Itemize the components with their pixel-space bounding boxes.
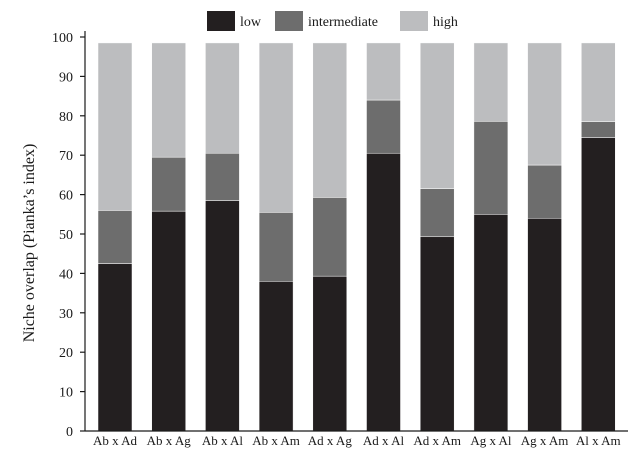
bar-segment-high bbox=[97, 42, 133, 211]
x-tick-label: Ad x Ag bbox=[308, 433, 353, 448]
y-tick-label: 100 bbox=[52, 31, 73, 46]
bars-group bbox=[97, 42, 616, 432]
bar-segment-low bbox=[581, 137, 616, 432]
y-tick-label: 40 bbox=[59, 267, 73, 282]
bar-segment-intermediate bbox=[527, 164, 562, 219]
bar-segment-low bbox=[97, 263, 133, 432]
x-tick-label: Al x Am bbox=[576, 433, 621, 448]
bar-segment-intermediate bbox=[366, 99, 401, 154]
legend-label: high bbox=[433, 15, 458, 30]
bar-segment-low bbox=[258, 281, 294, 432]
y-tick-label: 50 bbox=[59, 228, 73, 243]
legend-label: intermediate bbox=[308, 15, 378, 30]
x-tick-label: Ad x Am bbox=[413, 433, 461, 448]
bar-segment-high bbox=[527, 42, 562, 166]
bar-segment-low bbox=[312, 275, 348, 432]
x-tick-label: Ag x Al bbox=[470, 433, 512, 448]
x-tick-label: Ad x Al bbox=[363, 433, 405, 448]
bar-segment-low bbox=[419, 236, 455, 432]
y-tick-label: 30 bbox=[59, 307, 73, 322]
y-tick-label: 90 bbox=[59, 70, 73, 85]
legend-swatch-low bbox=[207, 11, 235, 31]
bar-segment-high bbox=[151, 42, 186, 158]
legend: low intermediate high bbox=[207, 11, 458, 31]
bar-segment-intermediate bbox=[312, 197, 348, 277]
y-tick-label: 0 bbox=[66, 425, 73, 440]
bar-segment-high bbox=[581, 42, 616, 122]
bar-segment-high bbox=[419, 42, 455, 189]
x-tick-label: Ab x Ag bbox=[147, 433, 192, 448]
y-axis-title: Niche overlap (Pianka’s index) bbox=[21, 144, 38, 343]
x-tick-label: Ab x Ad bbox=[93, 433, 138, 448]
x-tick-label: Ab x Al bbox=[202, 433, 244, 448]
bar-segment-high bbox=[205, 42, 240, 154]
legend-swatch-high bbox=[400, 11, 428, 31]
bar-segment-low bbox=[473, 214, 509, 432]
bar-segment-low bbox=[205, 200, 240, 432]
legend-swatch-intermediate bbox=[275, 11, 303, 31]
y-tick-label: 20 bbox=[59, 346, 73, 361]
y-tick-label: 10 bbox=[59, 386, 73, 401]
y-tick-label: 80 bbox=[59, 110, 73, 125]
bar-segment-low bbox=[366, 152, 401, 432]
bar-segment-intermediate bbox=[419, 188, 455, 238]
bar-segment-intermediate bbox=[581, 121, 616, 138]
bar-segment-intermediate bbox=[473, 121, 509, 215]
bar-segment-low bbox=[527, 217, 562, 432]
x-tick-label: Ab x Am bbox=[252, 433, 300, 448]
legend-label: low bbox=[240, 15, 262, 30]
bar-segment-high bbox=[312, 42, 348, 198]
bar-segment-intermediate bbox=[151, 156, 186, 212]
axes-group: 0 10 20 30 40 50 60 70 80 90 100 Ab x Ad Ab x Ag Ab x… bbox=[52, 31, 628, 448]
y-tick-label: 60 bbox=[59, 189, 73, 204]
x-tick-label: Ag x Am bbox=[521, 433, 569, 448]
bar-segment-intermediate bbox=[258, 212, 294, 282]
bar-segment-high bbox=[473, 42, 509, 122]
bar-segment-intermediate bbox=[97, 210, 133, 264]
y-tick-label: 70 bbox=[59, 149, 73, 164]
bar-segment-intermediate bbox=[205, 152, 240, 201]
bar-segment-high bbox=[366, 42, 401, 101]
bar-segment-high bbox=[258, 42, 294, 213]
bar-segment-low bbox=[151, 210, 186, 432]
